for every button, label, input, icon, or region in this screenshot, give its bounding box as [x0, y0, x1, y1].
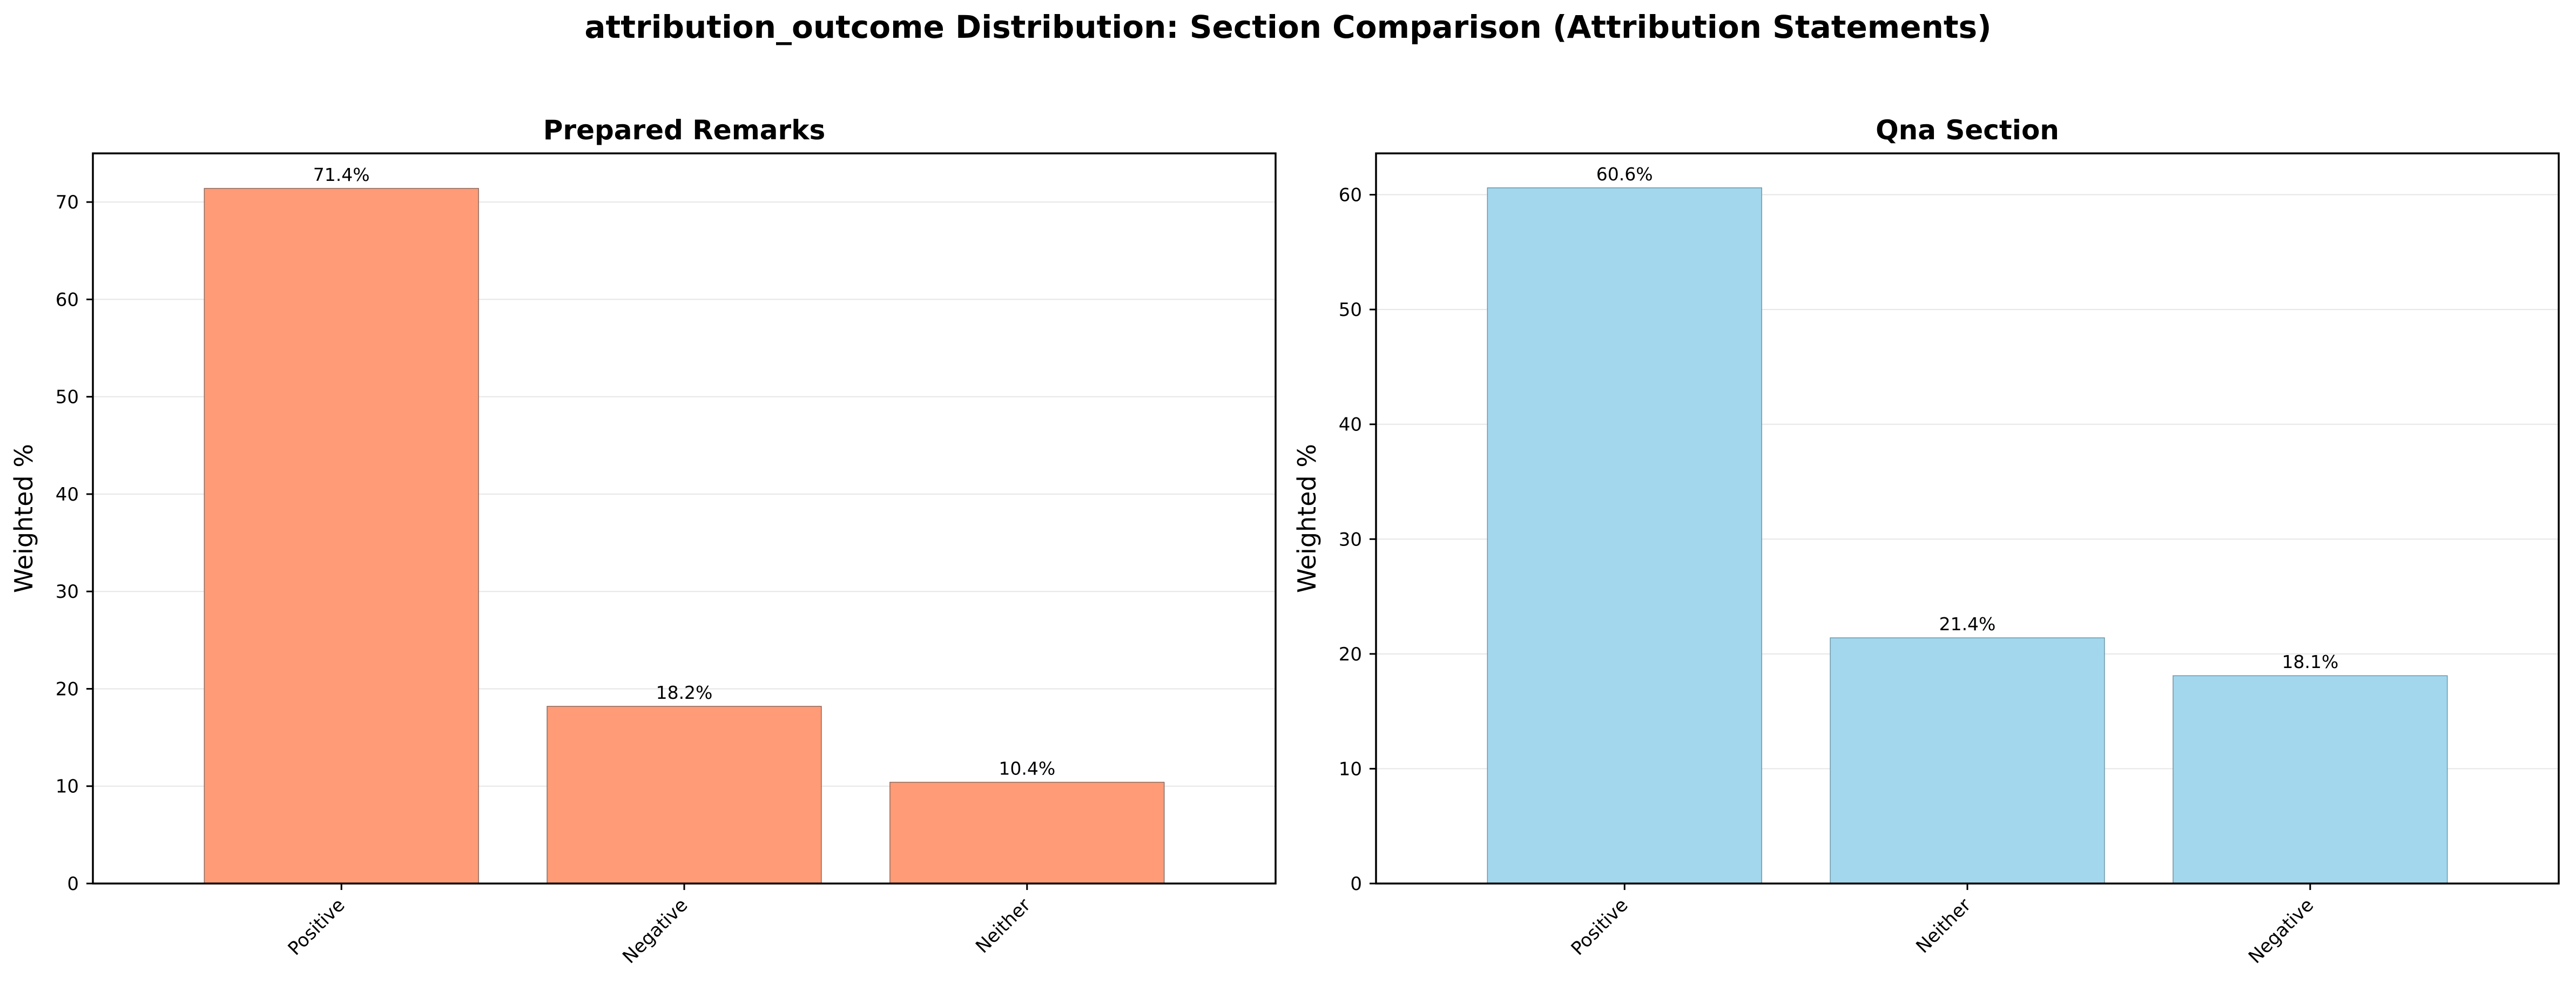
y-tick-label: 50	[56, 387, 79, 408]
data-label: 21.4%	[1939, 613, 1996, 635]
bar-positive	[1487, 187, 1762, 884]
y-tick-label: 30	[1339, 529, 1362, 550]
chart-title: Prepared Remarks	[543, 114, 825, 146]
data-label: 60.6%	[1596, 164, 1653, 185]
y-tick-label: 10	[1339, 758, 1362, 780]
axes-frame	[1375, 152, 2560, 885]
y-tick-label: 30	[56, 581, 79, 603]
axes-frame	[92, 152, 1277, 885]
y-tick-label: 0	[1350, 873, 1362, 895]
bar-negative	[2173, 675, 2448, 884]
figure-title: attribution_outcome Distribution: Sectio…	[584, 9, 1991, 45]
chart-title: Qna Section	[1876, 114, 2059, 146]
bar-neither	[889, 781, 1165, 884]
y-tick-label: 0	[67, 873, 79, 895]
y-tick-label: 60	[56, 289, 79, 311]
y-tick-label: 20	[56, 678, 79, 700]
y-tick-label: 10	[56, 776, 79, 798]
bar-neither	[1830, 637, 2105, 884]
y-tick-label: 20	[1339, 644, 1362, 665]
chart-panel-1: 71.4%Positive18.2%Negative10.4%Neither01…	[9, 114, 1277, 968]
data-label: 18.2%	[656, 682, 713, 703]
bar-positive	[204, 188, 479, 884]
y-tick-label: 40	[56, 484, 79, 505]
y-tick-label: 40	[1339, 414, 1362, 436]
data-label: 10.4%	[999, 758, 1055, 779]
y-tick-label: 50	[1339, 299, 1362, 321]
y-axis-label: Weighted %	[9, 444, 38, 593]
y-tick-label: 70	[56, 192, 79, 213]
bar-negative	[547, 706, 822, 884]
data-label: 18.1%	[2282, 651, 2338, 672]
data-label: 71.4%	[313, 164, 370, 185]
y-tick-label: 60	[1339, 185, 1362, 206]
y-axis-label: Weighted %	[1292, 444, 1321, 593]
